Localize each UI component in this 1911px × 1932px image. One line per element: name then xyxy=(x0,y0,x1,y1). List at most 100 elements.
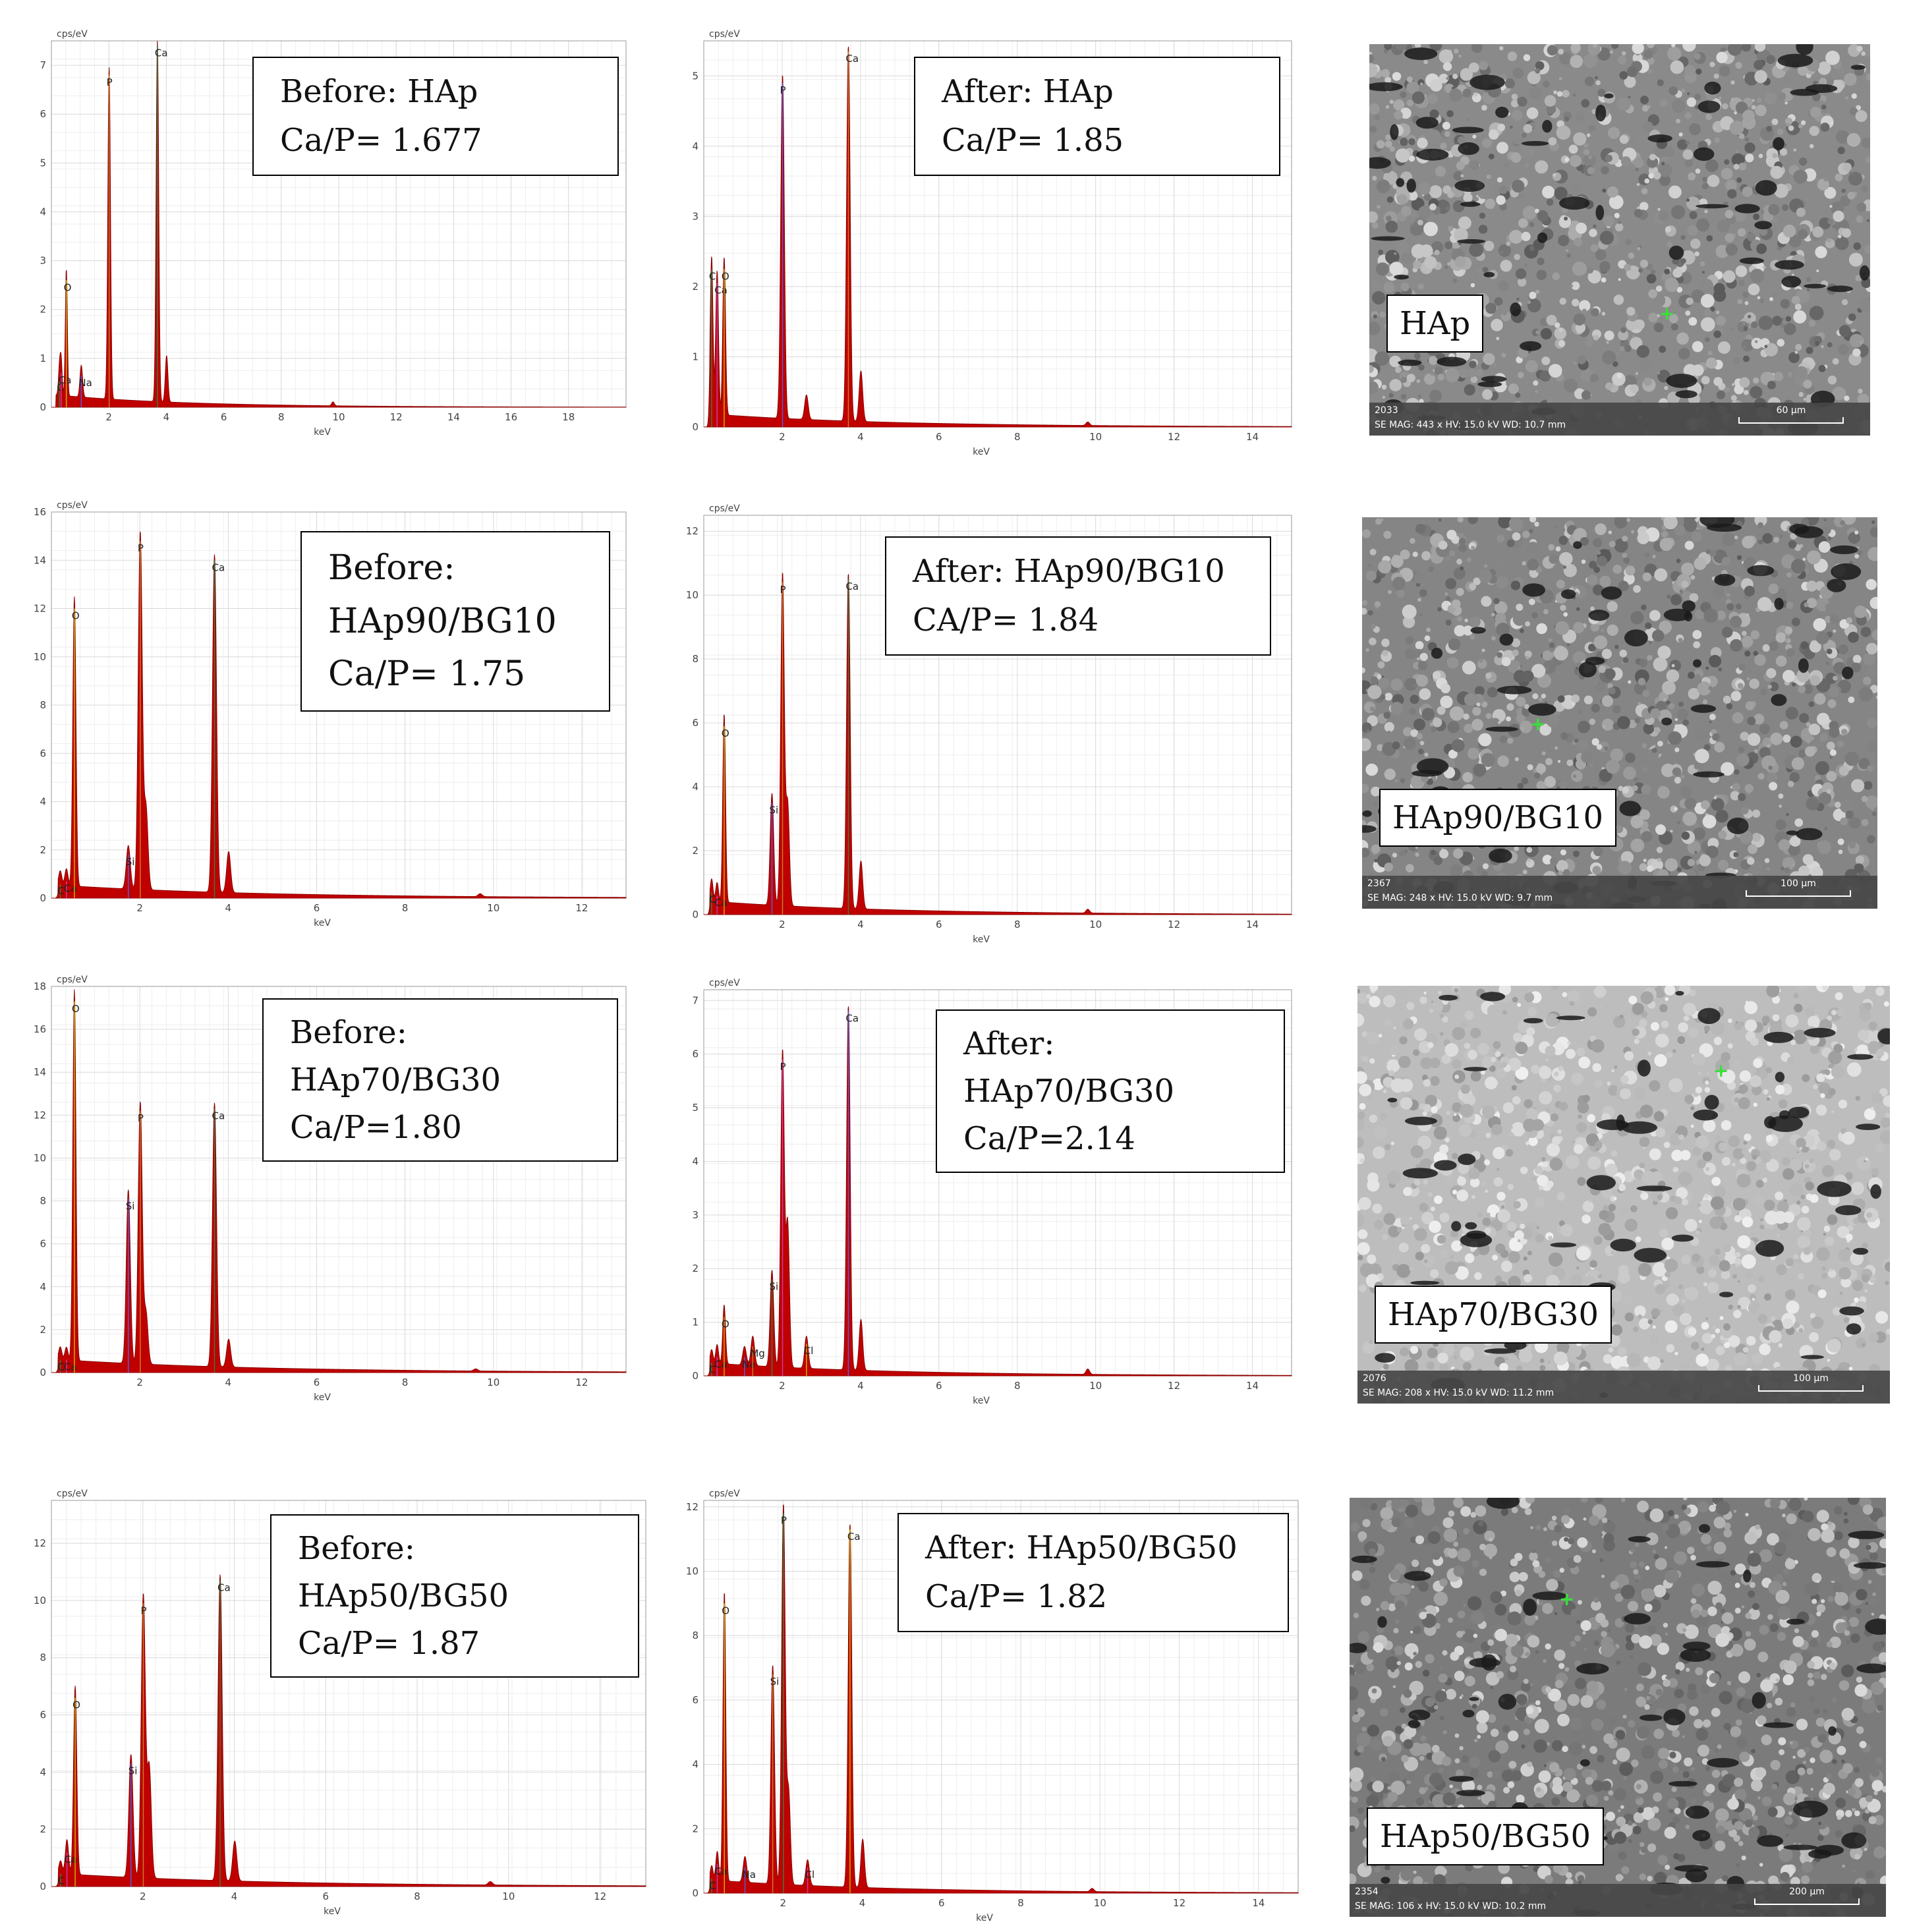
particle xyxy=(1643,377,1652,386)
particle xyxy=(1492,1255,1498,1261)
particle xyxy=(1478,733,1492,747)
particle xyxy=(1553,1351,1568,1366)
particle xyxy=(1566,249,1569,252)
particle xyxy=(1845,1234,1853,1241)
particle xyxy=(1388,1069,1395,1077)
particle xyxy=(1730,791,1740,801)
pore xyxy=(1669,245,1684,260)
particle xyxy=(1699,855,1711,867)
particle xyxy=(1429,1076,1440,1086)
particle xyxy=(1862,1243,1868,1249)
particle xyxy=(1389,146,1395,152)
particle xyxy=(1844,751,1860,766)
particle xyxy=(1555,621,1570,635)
particle xyxy=(1413,260,1422,270)
particle xyxy=(1624,345,1632,353)
particle xyxy=(1854,1297,1859,1303)
particle xyxy=(1531,1119,1544,1131)
particle xyxy=(1576,739,1588,752)
particle xyxy=(1831,1009,1837,1015)
pore xyxy=(1578,662,1597,678)
particle xyxy=(1738,1084,1748,1094)
particle xyxy=(1640,1191,1649,1201)
sem-info: SE MAG: 443 x HV: 15.0 kV WD: 10.7 mm xyxy=(1375,420,1566,430)
particle xyxy=(1599,1210,1609,1220)
particle xyxy=(1647,105,1651,109)
particle xyxy=(1740,1157,1746,1164)
particle xyxy=(1439,1212,1450,1223)
particle xyxy=(1596,744,1603,750)
pore xyxy=(1786,830,1798,836)
particle xyxy=(1734,1251,1741,1258)
particle xyxy=(1671,664,1675,668)
particle xyxy=(1735,150,1739,154)
particle xyxy=(1848,532,1860,544)
particle xyxy=(1409,1266,1413,1271)
particle xyxy=(1599,575,1611,587)
particle xyxy=(1608,1204,1616,1212)
particle xyxy=(1752,99,1755,102)
particle xyxy=(1620,851,1634,864)
particle xyxy=(1806,739,1811,744)
particle xyxy=(1383,1212,1396,1226)
peak-label: Ca xyxy=(212,1110,225,1122)
particle xyxy=(1719,1316,1724,1321)
particle xyxy=(1687,225,1698,236)
x-tick-label: 2 xyxy=(136,902,143,914)
particle xyxy=(1684,112,1692,119)
particle xyxy=(1614,1065,1618,1069)
particle xyxy=(1525,621,1531,627)
particle xyxy=(1491,1123,1502,1135)
particle xyxy=(1795,343,1802,351)
particle xyxy=(1529,86,1542,99)
particle xyxy=(1369,211,1379,223)
particle xyxy=(1429,1058,1440,1069)
particle xyxy=(1400,376,1407,384)
particle xyxy=(1400,550,1410,560)
particle xyxy=(1850,1181,1864,1195)
particle xyxy=(1461,1021,1467,1027)
particle xyxy=(1689,123,1701,135)
particle xyxy=(1752,1353,1763,1364)
particle xyxy=(1735,101,1748,114)
pore xyxy=(1520,341,1542,351)
particle xyxy=(1582,1214,1591,1224)
particle xyxy=(1601,166,1609,175)
particle xyxy=(1624,264,1631,271)
particle xyxy=(1764,1293,1771,1301)
particle xyxy=(1419,652,1428,662)
particle xyxy=(1743,389,1749,395)
particle xyxy=(1821,104,1827,110)
particle xyxy=(1754,714,1765,725)
particle xyxy=(1853,242,1862,250)
particle xyxy=(1730,395,1737,401)
particle xyxy=(1595,249,1607,261)
particle xyxy=(1655,1284,1666,1295)
particle xyxy=(1746,1336,1756,1346)
particle xyxy=(1705,666,1709,670)
particle xyxy=(1571,694,1580,703)
particle xyxy=(1657,372,1661,374)
particle xyxy=(1806,797,1819,810)
y-tick-label: 18 xyxy=(34,980,46,992)
particle xyxy=(1614,824,1624,834)
particle xyxy=(1508,229,1523,244)
particle xyxy=(1516,714,1526,724)
pore xyxy=(1559,196,1590,210)
particle xyxy=(1747,716,1756,725)
particle xyxy=(1692,532,1702,542)
particle xyxy=(1609,658,1614,664)
particle xyxy=(1607,127,1620,139)
particle xyxy=(1470,376,1478,384)
particle xyxy=(1520,146,1533,159)
particle xyxy=(1546,714,1559,727)
particle xyxy=(1652,629,1665,642)
particle xyxy=(1638,268,1643,273)
particle xyxy=(1466,557,1471,562)
particle xyxy=(1783,669,1795,683)
particle xyxy=(1369,381,1379,394)
particle xyxy=(1515,392,1521,399)
particle xyxy=(1554,646,1568,661)
particle xyxy=(1868,1021,1877,1031)
particle xyxy=(1426,627,1431,633)
